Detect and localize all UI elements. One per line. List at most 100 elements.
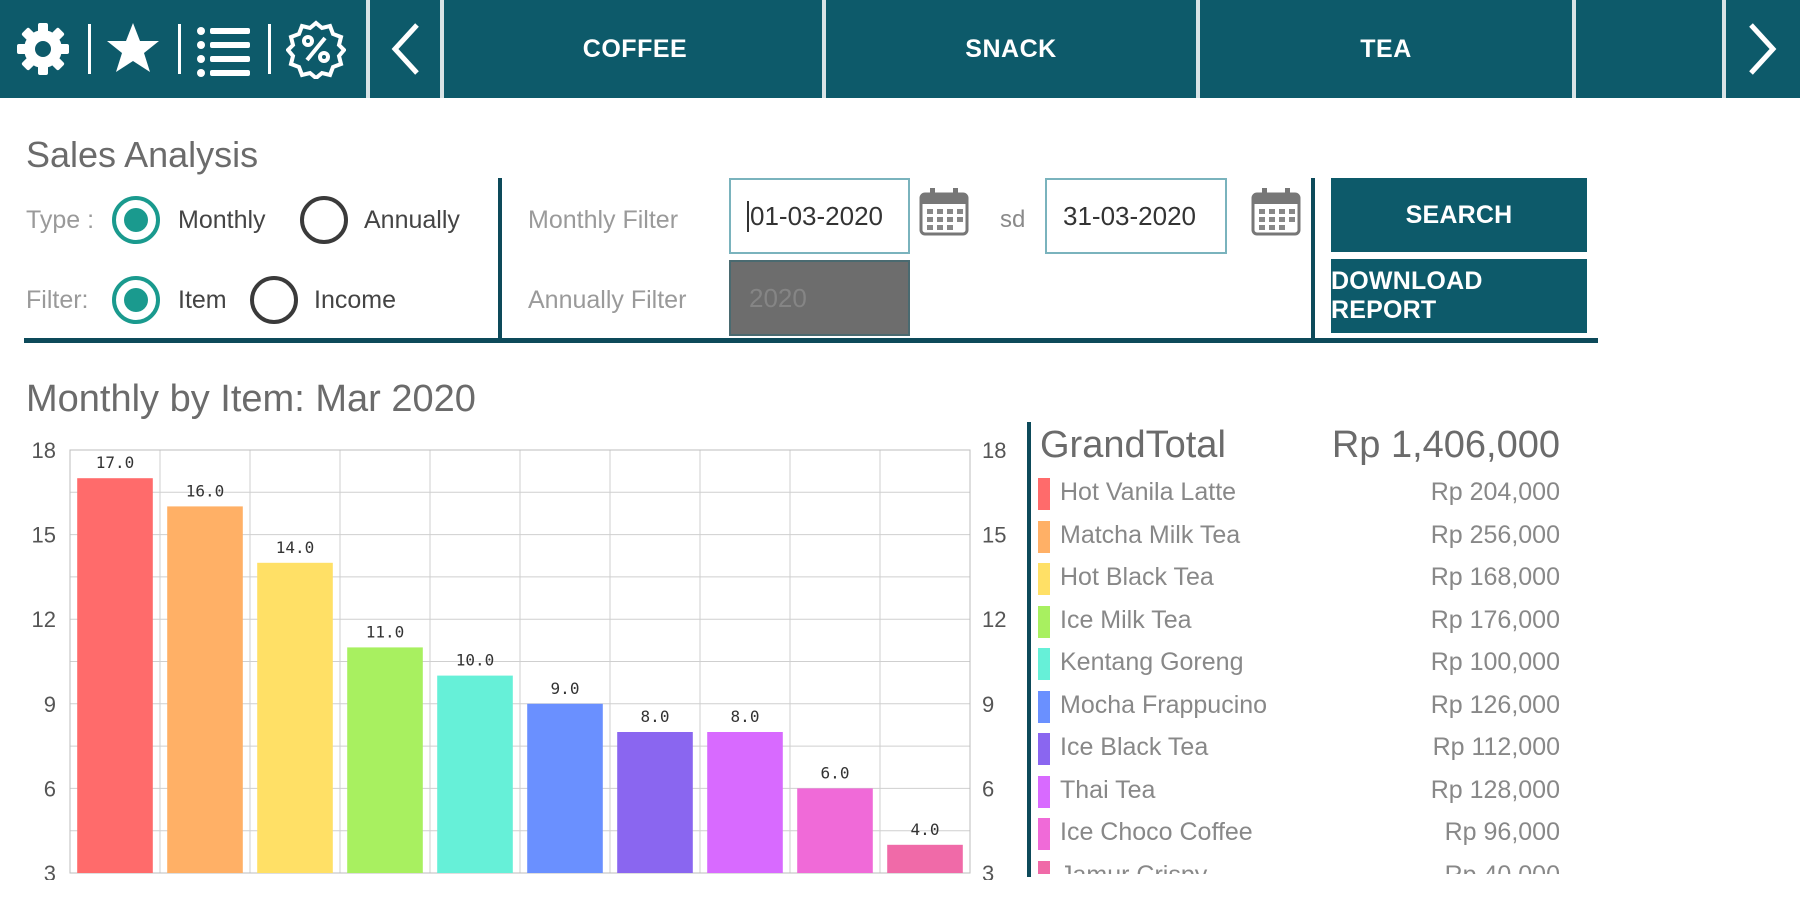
y-tick-label-right: 12: [982, 607, 1006, 632]
panel-separator: [1311, 178, 1315, 340]
legend-item-name: Hot Vanila Latte: [1060, 478, 1237, 506]
grand-total-value: Rp 1,406,000: [1331, 424, 1560, 466]
bar-4: [347, 647, 423, 873]
bar-5: [437, 675, 513, 873]
legend-swatch: [1038, 563, 1050, 595]
toolbar-separator: [178, 24, 181, 74]
bar-6: [527, 703, 603, 873]
toolbar-separator: [268, 24, 271, 74]
bar-value-label: 11.0: [366, 622, 405, 641]
tab-divider: [1196, 0, 1200, 98]
legend-item-amount: Rp 100,000: [1430, 648, 1560, 676]
bar-chart: 3 3 6 6 9 9 12 12 15 15 18 18 17.0 16.0 14.0 11.0 10.0 9.…: [32, 438, 1007, 880]
legend-item-name: Mocha Frappucino: [1060, 690, 1268, 719]
y-tick-label-right: 6: [982, 776, 994, 801]
tab-snack[interactable]: SNACK: [826, 0, 1196, 98]
search-button[interactable]: SEARCH: [1331, 178, 1587, 252]
y-tick-label-right: 9: [982, 692, 994, 717]
filter-item-radio[interactable]: [112, 276, 160, 324]
date-to-input[interactable]: 31-03-2020: [1045, 178, 1227, 254]
sd-label: sd: [1000, 206, 1026, 233]
y-tick-label-right: 15: [982, 523, 1006, 548]
legend-item-amount: Rp 96,000: [1444, 818, 1560, 846]
chart-title: Monthly by Item: Mar 2020: [26, 378, 476, 420]
legend-item: Ice Choco Coffee Rp 96,000: [1034, 814, 1574, 854]
y-tick-label-left: 18: [32, 438, 56, 463]
percent-badge-icon[interactable]: [283, 16, 349, 82]
year-value: 2020: [749, 282, 807, 313]
bar-7: [617, 732, 693, 873]
bar-value-label: 17.0: [96, 453, 135, 472]
legend-item-amount: Rp 40,000: [1445, 861, 1560, 875]
type-label: Type :: [26, 206, 95, 234]
legend-item-amount: Rp 126,000: [1430, 690, 1560, 719]
filter-label: Filter:: [26, 286, 89, 314]
filter-income-label[interactable]: Income: [314, 286, 396, 314]
bar-1: [77, 478, 153, 873]
y-tick-label-right: 18: [982, 438, 1006, 463]
filter-income-radio[interactable]: [250, 276, 298, 324]
plot-frame: [69, 449, 971, 874]
legend-item-name: Ice Choco Coffee: [1060, 818, 1253, 846]
page-title: Sales Analysis: [26, 134, 259, 175]
bar-9: [797, 788, 873, 873]
bar-value-label: 6.0: [821, 763, 850, 782]
legend-swatch: [1038, 478, 1050, 510]
legend-item-name: Kentang Goreng: [1060, 648, 1244, 676]
chevron-left-icon[interactable]: [370, 0, 440, 98]
legend-item: Kentang Goreng Rp 100,000: [1034, 644, 1574, 684]
date-from-value: 01-03-2020: [747, 200, 883, 232]
legend-swatch: [1038, 860, 1050, 874]
legend-item-amount: Rp 256,000: [1430, 520, 1560, 549]
list-icon[interactable]: [190, 16, 256, 82]
legend-item: Mocha Frappucino Rp 126,000: [1034, 687, 1574, 727]
legend-swatch: [1038, 648, 1050, 680]
tab-empty[interactable]: [1576, 0, 1722, 98]
calendar-icon[interactable]: [1250, 186, 1302, 238]
legend-item-amount: Rp 168,000: [1430, 563, 1560, 591]
legend-item-name: Jamur Crispy: [1060, 861, 1207, 875]
type-monthly-radio[interactable]: [112, 196, 160, 244]
bar-value-label: 4.0: [911, 820, 940, 839]
download-report-button[interactable]: DOWNLOAD REPORT: [1331, 259, 1587, 333]
legend-swatch: [1038, 818, 1050, 850]
bar-3: [257, 562, 333, 873]
date-from-input[interactable]: 01-03-2020: [729, 178, 910, 254]
legend-item-name: Thai Tea: [1060, 775, 1156, 804]
tab-divider: [1722, 0, 1726, 98]
type-annually-radio[interactable]: [300, 196, 348, 244]
filter-item-label[interactable]: Item: [178, 286, 227, 314]
legend-item-name: Ice Black Tea: [1060, 733, 1209, 761]
top-toolbar: COFFEE SNACK TEA: [0, 0, 1800, 98]
tab-snack-label: SNACK: [965, 34, 1057, 63]
y-tick-label-left: 9: [44, 692, 56, 717]
bar-value-label: 16.0: [186, 481, 225, 500]
legend-item: Matcha Milk Tea Rp 256,000: [1034, 517, 1574, 557]
legend-swatch: [1038, 775, 1050, 808]
tab-divider: [440, 0, 444, 98]
tab-tea[interactable]: TEA: [1200, 0, 1572, 98]
year-input[interactable]: 2020: [729, 260, 910, 336]
calendar-icon[interactable]: [918, 186, 970, 238]
star-icon[interactable]: [100, 16, 166, 82]
grand-total-label: GrandTotal: [1040, 424, 1226, 466]
tab-divider: [822, 0, 826, 98]
bar-value-label: 8.0: [731, 707, 760, 726]
chevron-right-icon[interactable]: [1726, 0, 1800, 98]
gear-icon[interactable]: [10, 16, 76, 82]
y-tick-label-left: 6: [44, 776, 56, 801]
type-annually-label[interactable]: Annually: [364, 206, 460, 234]
legend-item: Hot Vanila Latte Rp 204,000: [1034, 474, 1574, 514]
tab-coffee[interactable]: COFFEE: [448, 0, 822, 98]
legend-swatch: [1038, 605, 1050, 638]
y-tick-label-left: 12: [32, 607, 56, 632]
legend-item: Thai Tea Rp 128,000: [1034, 772, 1574, 812]
annually-filter-label: Annually Filter: [528, 286, 687, 314]
bar-value-label: 8.0: [641, 707, 670, 726]
tab-tea-label: TEA: [1360, 34, 1412, 63]
type-monthly-label[interactable]: Monthly: [178, 206, 266, 234]
legend-item-name: Ice Milk Tea: [1060, 605, 1192, 634]
tab-coffee-label: COFFEE: [582, 34, 688, 63]
legend-item: Jamur Crispy Rp 40,000: [1034, 857, 1574, 875]
y-tick-label-right: 3: [982, 861, 994, 880]
